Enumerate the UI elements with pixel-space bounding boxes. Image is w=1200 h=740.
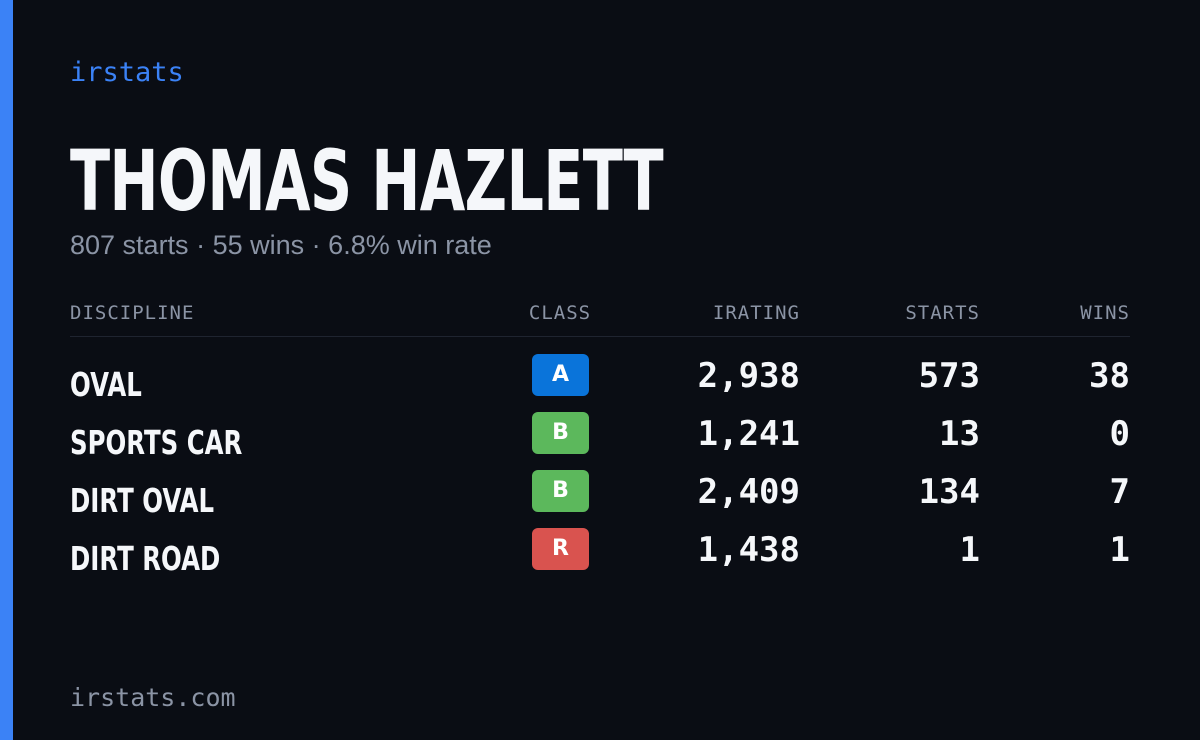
- summary-separator: ·: [311, 230, 321, 260]
- footer-site-url: irstats.com: [70, 683, 236, 712]
- win-rate: 6.8% win rate: [328, 230, 492, 260]
- table-row: DIRT ROAD R 1,438 1 1: [70, 528, 1130, 586]
- discipline-table: DISCIPLINE CLASS IRATING STARTS WINS OVA…: [70, 296, 1130, 586]
- class-badge: A: [532, 354, 589, 396]
- driver-summary: 807 starts · 55 wins · 6.8% win rate: [70, 228, 492, 262]
- class-badge: B: [532, 470, 589, 512]
- header-starts: STARTS: [905, 302, 980, 324]
- table-row: OVAL A 2,938 573 38: [70, 354, 1130, 412]
- total-wins: 55 wins: [212, 230, 305, 260]
- row-wins: 0: [1109, 414, 1130, 454]
- header-wins: WINS: [1080, 302, 1130, 324]
- row-wins: 7: [1109, 472, 1130, 512]
- row-irating: 2,409: [697, 472, 800, 512]
- row-wins: 1: [1109, 530, 1130, 570]
- total-starts: 807 starts: [70, 230, 189, 260]
- row-discipline: DIRT OVAL: [70, 481, 215, 520]
- row-wins: 38: [1089, 356, 1130, 396]
- row-irating: 2,938: [697, 356, 800, 396]
- row-discipline: DIRT ROAD: [70, 539, 221, 578]
- row-discipline: SPORTS CAR: [70, 423, 243, 462]
- row-discipline: OVAL: [70, 365, 142, 404]
- row-starts: 134: [918, 472, 980, 512]
- header-discipline: DISCIPLINE: [70, 302, 195, 324]
- summary-separator: ·: [196, 230, 206, 260]
- row-starts: 573: [918, 356, 980, 396]
- table-body: OVAL A 2,938 573 38 SPORTS CAR B 1,241 1…: [70, 337, 1130, 586]
- brand-logo-text: irstats: [70, 57, 184, 88]
- table-row: SPORTS CAR B 1,241 13 0: [70, 412, 1130, 470]
- driver-name: THOMAS HAZLETT: [70, 132, 664, 230]
- table-header: DISCIPLINE CLASS IRATING STARTS WINS: [70, 296, 1130, 337]
- header-irating: IRATING: [712, 302, 800, 324]
- table-row: DIRT OVAL B 2,409 134 7: [70, 470, 1130, 528]
- accent-bar: [0, 0, 13, 740]
- header-class: CLASS: [528, 302, 592, 324]
- row-starts: 13: [939, 414, 980, 454]
- class-badge: R: [532, 528, 589, 570]
- class-badge: B: [532, 412, 589, 454]
- row-starts: 1: [959, 530, 980, 570]
- row-irating: 1,241: [697, 414, 800, 454]
- row-irating: 1,438: [697, 530, 800, 570]
